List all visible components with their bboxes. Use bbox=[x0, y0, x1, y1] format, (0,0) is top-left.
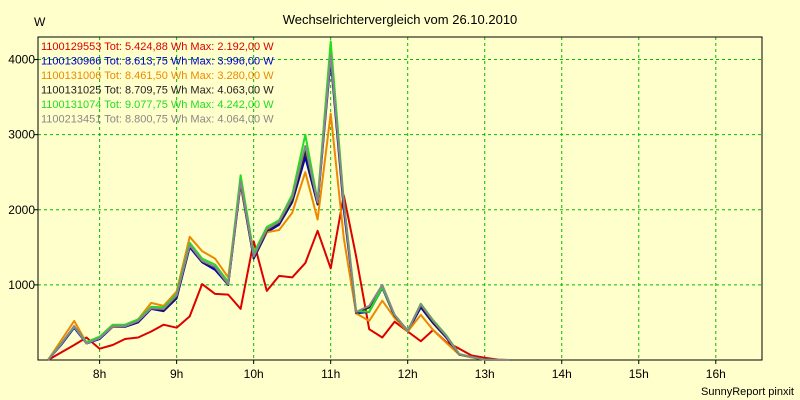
y-tick-label: 2000 bbox=[8, 203, 35, 217]
legend-entry-1100131006: 1100131006 Tot: 8.461,50 Wh Max: 3.280,0… bbox=[41, 70, 274, 82]
x-tick-label: 8h bbox=[93, 367, 106, 381]
legend-entry-1100131074: 1100131074 Tot: 9.077,75 Wh Max: 4.242,0… bbox=[41, 99, 274, 111]
legend-entry-1100129553: 1100129553 Tot: 5.424,88 Wh Max: 2.192,0… bbox=[41, 41, 274, 53]
x-tick-label: 12h bbox=[398, 367, 418, 381]
series-line-1100131006 bbox=[47, 112, 511, 361]
x-tick-label: 14h bbox=[552, 367, 572, 381]
y-axis-unit: W bbox=[34, 15, 46, 29]
footer-credit: SunnyReport pinxit bbox=[701, 386, 794, 398]
x-tick-label: 16h bbox=[706, 367, 726, 381]
plot-area: 1000 2000 3000 4000 8h 9h 10h 11h 12h 13h 14h 15h 16… bbox=[8, 36, 763, 381]
y-tick-label: 1000 bbox=[8, 278, 35, 292]
x-tick-label: 13h bbox=[475, 367, 495, 381]
y-tick-label: 3000 bbox=[8, 128, 35, 142]
legend-entry-1100130966: 1100130966 Tot: 8.613,75 Wh Max: 3.996,0… bbox=[41, 56, 274, 68]
x-tick-label: 10h bbox=[244, 367, 264, 381]
series-line-1100213451 bbox=[47, 53, 511, 361]
x-tick-label: 11h bbox=[321, 367, 340, 381]
y-tick-label: 4000 bbox=[8, 53, 35, 67]
x-tick-label: 9h bbox=[170, 367, 183, 381]
chart-title: Wechselrichtervergleich vom 26.10.2010 bbox=[283, 12, 518, 27]
legend-entry-1100213451: 1100213451 Tot: 8.800,75 Wh Max: 4.064,0… bbox=[41, 114, 274, 126]
plot-frame bbox=[37, 36, 763, 361]
legend-entry-1100131025: 1100131025 Tot: 8.709,75 Wh Max: 4.063,0… bbox=[41, 85, 274, 97]
x-tick-label: 15h bbox=[629, 367, 649, 381]
